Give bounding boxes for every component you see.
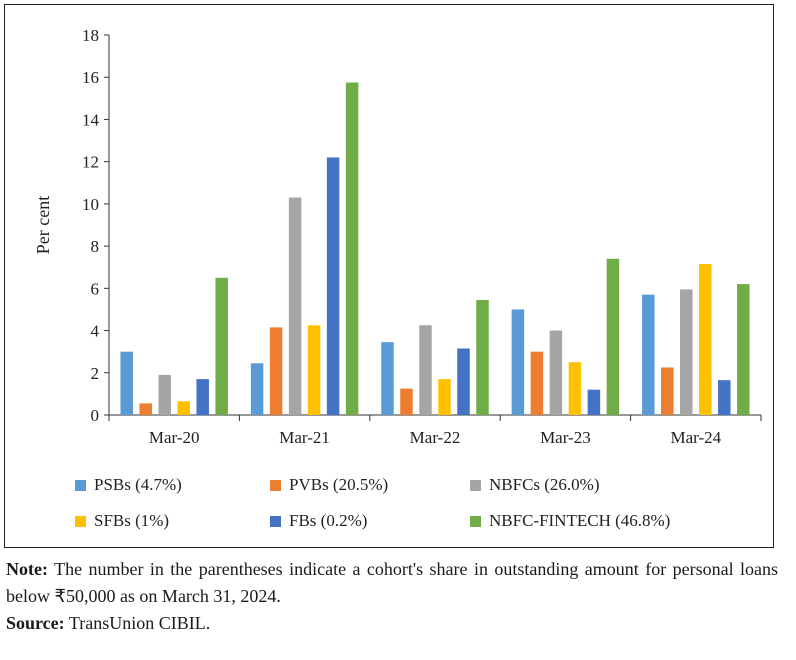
bar [120, 351, 133, 415]
bar [215, 277, 228, 415]
chart-notes: Note: The number in the parentheses indi… [6, 556, 778, 637]
bar [661, 367, 674, 415]
bar [680, 289, 693, 415]
legend-label: FBs (0.2%) [289, 511, 368, 530]
y-tick-label: 10 [82, 195, 99, 214]
y-tick-label: 6 [91, 279, 100, 298]
source-paragraph: Source: TransUnion CIBIL. [6, 610, 778, 637]
legend-label: NBFCs (26.0%) [489, 475, 600, 494]
bar [381, 342, 394, 415]
legend-label: NBFC-FINTECH (46.8%) [489, 511, 671, 530]
chart-legend: PSBs (4.7%) PVBs (20.5%) NBFCs (26.0%) SFBs… [75, 475, 765, 545]
y-tick-label: 12 [82, 153, 99, 172]
bar [476, 299, 489, 415]
bar [438, 379, 451, 415]
legend-item: PSBs (4.7%) [75, 475, 182, 495]
bar [737, 284, 750, 415]
bar [196, 379, 209, 415]
note-label: Note: [6, 559, 48, 579]
bar [400, 388, 413, 415]
legend-item: NBFC-FINTECH (46.8%) [470, 511, 670, 531]
bar [457, 348, 470, 415]
y-tick-label: 4 [91, 322, 100, 341]
bar [158, 374, 171, 415]
bar [699, 264, 712, 415]
legend-item: PVBs (20.5%) [270, 475, 388, 495]
y-tick-label: 16 [82, 68, 99, 87]
bar [642, 294, 655, 415]
note-text: The number in the parentheses indicate a… [6, 559, 778, 606]
bar-chart: 0 2 4 6 8 10 12 14 16 18 Per cent Mar-20 Mar-21 Mar-2… [33, 26, 762, 447]
legend-swatch [75, 479, 86, 491]
y-tick-label: 14 [82, 110, 100, 129]
x-tick-label: Mar-21 [279, 428, 330, 447]
bar [419, 325, 432, 415]
bar [587, 389, 601, 415]
source-label: Source: [6, 613, 65, 633]
y-tick-label: 0 [91, 406, 100, 425]
bar [307, 325, 321, 415]
legend-swatch [270, 479, 281, 491]
note-paragraph: Note: The number in the parentheses indi… [6, 556, 778, 610]
bar [345, 82, 359, 415]
x-tick-label: Mar-22 [410, 428, 461, 447]
legend-swatch [270, 515, 281, 527]
bar [139, 403, 152, 415]
legend-swatch [75, 515, 86, 527]
source-text: TransUnion CIBIL. [64, 613, 211, 633]
x-tick-label: Mar-23 [540, 428, 591, 447]
bar [269, 327, 283, 415]
legend-item: FBs (0.2%) [270, 511, 367, 531]
bar [250, 363, 264, 415]
bar [549, 330, 563, 415]
legend-label: PVBs (20.5%) [289, 475, 389, 494]
y-tick-label: 18 [82, 26, 99, 45]
legend-item: NBFCs (26.0%) [470, 475, 600, 495]
bar [606, 258, 620, 415]
bar [288, 197, 302, 415]
legend-swatch [470, 479, 481, 491]
x-tick-label: Mar-20 [149, 428, 200, 447]
legend-item: SFBs (1%) [75, 511, 169, 531]
legend-label: SFBs (1%) [94, 511, 170, 530]
chart-frame: 0 2 4 6 8 10 12 14 16 18 Per cent Mar-20 Mar-21 Mar-2… [4, 4, 774, 548]
y-tick-label: 2 [91, 364, 100, 383]
legend-label: PSBs (4.7%) [94, 475, 182, 494]
bar [718, 380, 731, 415]
x-tick-label: Mar-24 [670, 428, 721, 447]
bar [511, 309, 525, 415]
legend-swatch [470, 515, 481, 527]
bar [177, 401, 190, 415]
bar [326, 157, 340, 415]
bar [530, 351, 544, 415]
y-axis-title: Per cent [33, 196, 53, 254]
y-tick-label: 8 [91, 237, 100, 256]
bar [568, 362, 582, 415]
